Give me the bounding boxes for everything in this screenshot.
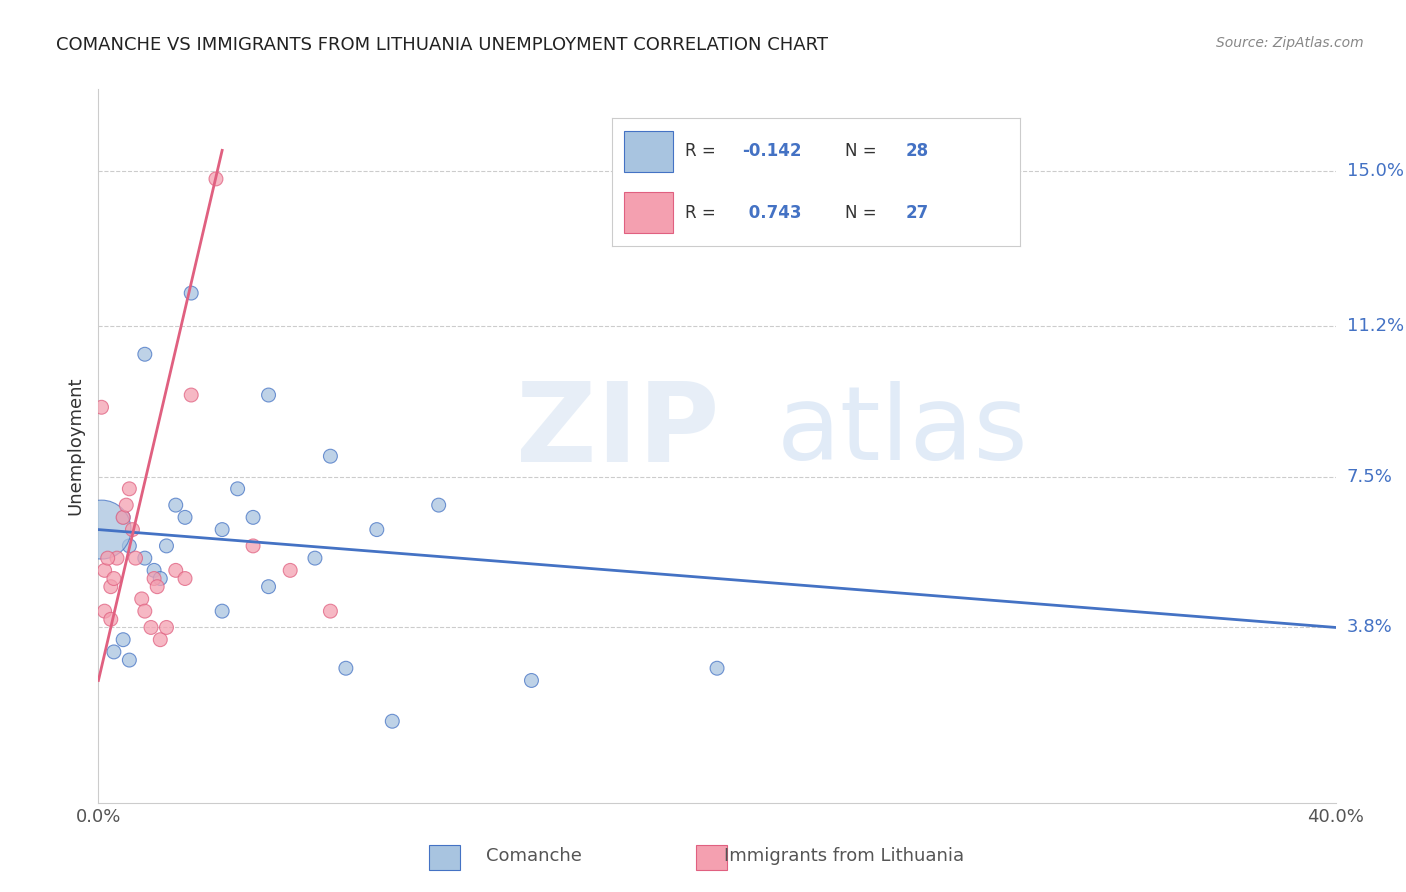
Point: [134, 604, 156, 618]
Point: [103, 645, 125, 659]
Point: [124, 551, 146, 566]
Point: [278, 563, 301, 577]
Point: [143, 563, 166, 577]
Point: [93, 563, 115, 577]
Point: [143, 572, 166, 586]
Text: 0.743: 0.743: [742, 203, 801, 222]
Point: [180, 388, 202, 402]
Text: -0.142: -0.142: [742, 142, 801, 161]
Point: [381, 714, 404, 729]
Point: [90, 523, 112, 537]
Point: [131, 591, 153, 606]
Point: [149, 572, 172, 586]
Point: [100, 580, 122, 594]
Point: [427, 498, 450, 512]
Text: N =: N =: [845, 203, 882, 222]
Point: [112, 510, 135, 524]
Bar: [624, 130, 673, 171]
Text: 15.0%: 15.0%: [1347, 161, 1403, 180]
Text: COMANCHE VS IMMIGRANTS FROM LITHUANIA UNEMPLOYMENT CORRELATION CHART: COMANCHE VS IMMIGRANTS FROM LITHUANIA UN…: [56, 36, 828, 54]
Point: [90, 401, 112, 415]
Text: N =: N =: [845, 142, 882, 161]
Point: [112, 632, 135, 647]
Text: R =: R =: [685, 203, 721, 222]
Text: atlas: atlas: [776, 381, 1029, 483]
Bar: [624, 193, 673, 234]
Point: [155, 539, 177, 553]
Point: [174, 572, 197, 586]
Point: [100, 612, 122, 626]
Text: Comanche: Comanche: [486, 847, 582, 865]
Point: [115, 498, 138, 512]
Point: [174, 510, 197, 524]
Point: [93, 604, 115, 618]
Point: [149, 632, 172, 647]
Point: [134, 347, 156, 361]
Text: ZIP: ZIP: [516, 378, 720, 485]
Y-axis label: Unemployment: Unemployment: [66, 376, 84, 516]
Text: 27: 27: [905, 203, 929, 222]
Point: [520, 673, 543, 688]
Point: [97, 551, 120, 566]
Point: [118, 482, 141, 496]
Point: [226, 482, 249, 496]
Point: [155, 620, 177, 634]
Point: [165, 563, 187, 577]
Point: [211, 523, 233, 537]
Point: [257, 388, 280, 402]
Point: [146, 580, 169, 594]
Point: [139, 620, 162, 634]
Point: [121, 523, 143, 537]
Point: [257, 580, 280, 594]
Point: [335, 661, 357, 675]
Point: [165, 498, 187, 512]
Point: [366, 523, 388, 537]
Point: [205, 172, 228, 186]
Point: [211, 604, 233, 618]
Point: [118, 653, 141, 667]
Text: 28: 28: [905, 142, 929, 161]
Point: [118, 539, 141, 553]
Point: [706, 661, 728, 675]
Text: R =: R =: [685, 142, 721, 161]
Point: [103, 572, 125, 586]
Text: Source: ZipAtlas.com: Source: ZipAtlas.com: [1216, 36, 1364, 50]
Point: [242, 539, 264, 553]
Point: [105, 551, 128, 566]
Point: [242, 510, 264, 524]
Point: [304, 551, 326, 566]
Text: 11.2%: 11.2%: [1347, 317, 1405, 334]
Text: 3.8%: 3.8%: [1347, 618, 1392, 637]
Text: Immigrants from Lithuania: Immigrants from Lithuania: [724, 847, 963, 865]
Point: [319, 449, 342, 463]
Point: [319, 604, 342, 618]
Text: 7.5%: 7.5%: [1347, 467, 1393, 485]
Point: [112, 510, 135, 524]
Point: [180, 286, 202, 301]
Point: [134, 551, 156, 566]
